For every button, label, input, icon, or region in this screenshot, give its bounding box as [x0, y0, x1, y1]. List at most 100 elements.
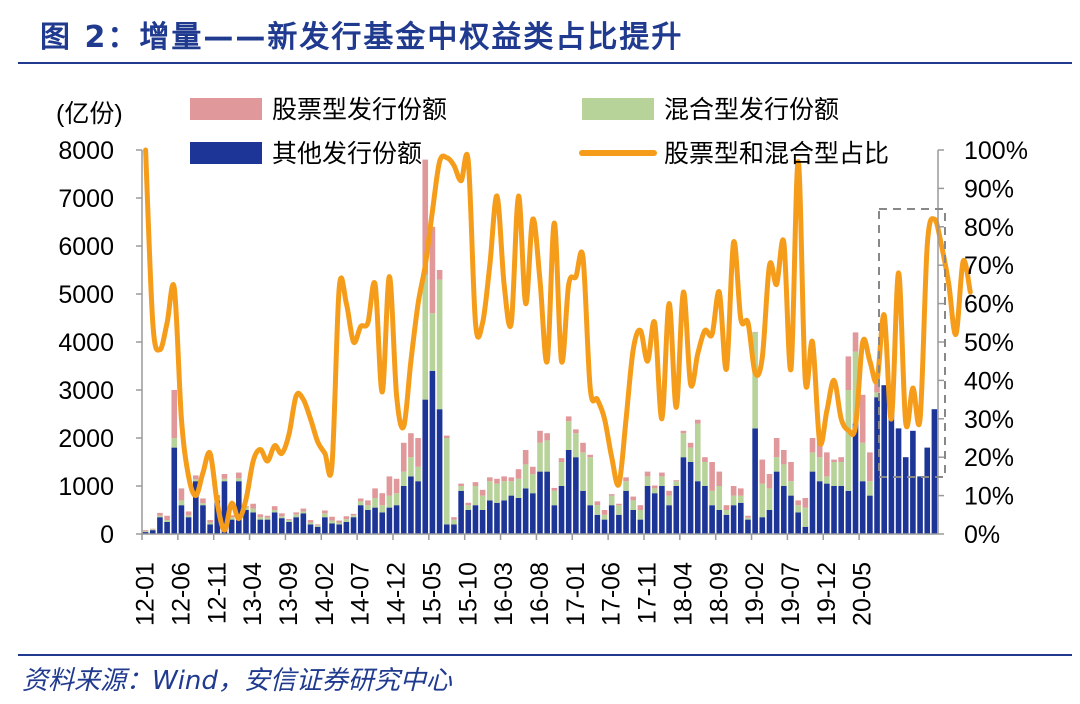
bar-mixed	[630, 500, 637, 510]
bar-stock	[314, 524, 321, 526]
bar-mixed	[264, 517, 271, 520]
bar-mixed	[730, 495, 737, 506]
bar-mixed	[429, 313, 436, 371]
bar-mixed	[874, 392, 880, 398]
bar-stock	[852, 332, 859, 352]
bar-other	[142, 532, 149, 534]
bar-other	[565, 450, 572, 534]
y-tick-label-right: 70%	[964, 252, 1014, 280]
source-note: 资料来源：Wind，安信证券研究中心	[22, 666, 452, 696]
bar-mixed	[587, 457, 593, 506]
bar-mixed	[551, 490, 558, 506]
bar-other	[271, 512, 278, 534]
x-tick-label: 12-06	[167, 562, 195, 626]
y-tick-label-left: 4000	[58, 329, 114, 357]
bar-mixed	[472, 486, 479, 506]
x-tick-label: 16-08	[526, 562, 554, 626]
bar-mixed	[286, 520, 292, 522]
y-tick-label-right: 100%	[964, 137, 1028, 165]
bar-other	[809, 471, 816, 534]
bar-stock	[723, 505, 730, 510]
bar-mixed	[250, 508, 256, 513]
ratio-line	[143, 147, 973, 533]
bar-stock	[601, 510, 608, 515]
bar-other	[773, 471, 780, 534]
bar-stock	[530, 466, 536, 474]
bar-stock	[831, 459, 837, 462]
bar-other	[752, 428, 758, 534]
y-tick-label-right: 90%	[964, 175, 1014, 203]
bar-other	[501, 500, 507, 534]
bar-stock	[479, 489, 486, 496]
bar-other	[551, 505, 558, 534]
bar-mixed	[759, 483, 766, 518]
y-tick-label-right: 20%	[964, 444, 1014, 472]
y-tick-label-left: 0	[100, 521, 114, 549]
bar-mixed	[386, 495, 393, 508]
bar-stock	[494, 478, 500, 484]
bar-mixed	[673, 481, 680, 486]
bar-stock	[809, 438, 816, 453]
bar-mixed	[192, 479, 199, 482]
bar-mixed	[644, 476, 651, 486]
bar-stock	[415, 438, 421, 467]
bar-stock	[501, 476, 507, 482]
bar-mixed	[149, 529, 156, 531]
x-tick-label: 19-07	[777, 562, 805, 626]
bar-other	[314, 526, 321, 534]
bar-other	[537, 471, 543, 534]
bar-stock	[393, 478, 400, 494]
bar-mixed	[651, 488, 658, 494]
bar-mixed	[221, 478, 228, 482]
bar-mixed	[171, 438, 178, 448]
bar-stock	[300, 508, 307, 512]
bar-stock	[867, 452, 873, 482]
bar-stock	[250, 503, 256, 509]
bar-other	[831, 486, 837, 534]
bar-stock	[544, 433, 550, 441]
bar-stock	[859, 394, 866, 443]
bar-stock	[372, 488, 378, 498]
bar-stock	[271, 506, 278, 510]
bar-other	[601, 519, 608, 534]
bar-mixed	[185, 515, 192, 518]
bar-other	[795, 512, 801, 534]
bar-mixed	[594, 505, 601, 515]
bar-other	[694, 481, 701, 534]
x-tick-label: 15-10	[454, 562, 482, 626]
bar-other	[400, 486, 407, 534]
bar-stock	[279, 513, 285, 517]
bar-other	[738, 502, 744, 534]
bar-other	[408, 476, 414, 534]
bar-other	[867, 495, 873, 534]
bar-stock	[623, 477, 629, 482]
bar-stock	[702, 457, 708, 462]
bar-other	[372, 507, 378, 534]
bar-stock	[651, 485, 658, 489]
bar-stock	[429, 226, 436, 314]
bar-mixed	[422, 274, 429, 400]
bar-other	[910, 430, 916, 534]
bar-mixed	[580, 452, 586, 491]
bar-stock	[357, 498, 364, 502]
bar-stock	[824, 452, 830, 477]
y-tick-label-right: 30%	[964, 406, 1014, 434]
bar-mixed	[329, 520, 335, 524]
x-tick-label: 14-07	[347, 562, 375, 626]
y-tick-label-right: 50%	[964, 329, 1014, 357]
y-tick-label-left: 2000	[58, 425, 114, 453]
bar-mixed	[501, 481, 507, 501]
bar-other	[293, 517, 299, 534]
bar-stock	[730, 486, 737, 496]
bar-stock	[594, 501, 601, 506]
legend-stock-swatch	[190, 98, 262, 120]
bar-stock	[608, 494, 615, 496]
bar-mixed	[451, 519, 457, 525]
bar-mixed	[236, 478, 242, 482]
bar-other	[902, 457, 909, 534]
bar-other	[286, 522, 292, 534]
bar-other	[487, 500, 493, 534]
bar-stock	[207, 520, 213, 523]
bar-stock	[443, 435, 450, 438]
bar-other	[895, 428, 902, 534]
